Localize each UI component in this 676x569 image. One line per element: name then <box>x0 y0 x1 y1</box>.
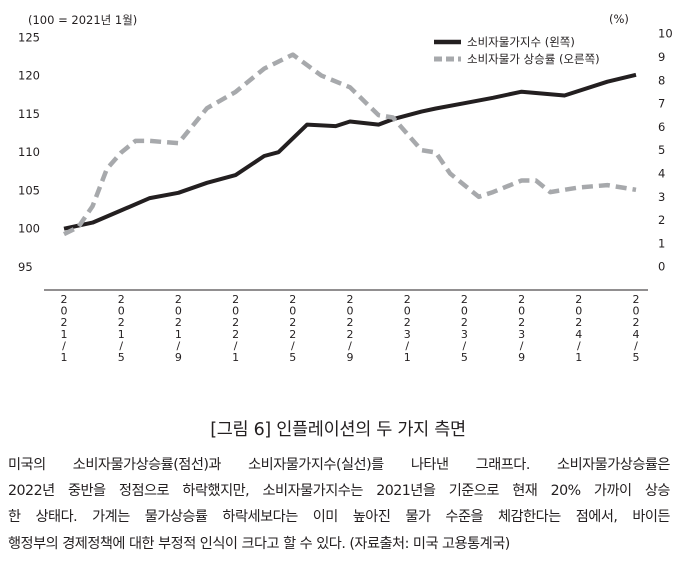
x-axis-tick-label: 2 0 2 3/1 <box>404 293 411 364</box>
right-axis-tick-label: 9 <box>658 50 665 64</box>
left-axis-tick-label: 120 <box>18 69 40 83</box>
x-axis-tick-label: 2 0 2 1/1 <box>61 293 68 364</box>
legend: 소비자물가지수 (왼쪽) 소비자물가 상승률 (오른쪽) <box>434 35 600 66</box>
right-axis-tick-label: 8 <box>658 73 665 87</box>
left-axis-tick-label: 110 <box>18 145 40 159</box>
cpi-index-line <box>63 72 637 231</box>
legend-label: 소비자물가지수 (왼쪽) <box>467 35 575 49</box>
right-axis-tick-label: 3 <box>658 190 665 204</box>
x-axis-tick-label: 2 0 2 2/9 <box>347 293 354 364</box>
x-axis-tick-label: 2 0 2 3/5 <box>461 293 468 364</box>
right-axis-tick-label: 5 <box>658 143 665 157</box>
right-axis-tick-label: 10 <box>658 27 673 41</box>
left-axis-tick-label: 95 <box>18 260 33 274</box>
x-axis-tick-label: 2 0 2 4/5 <box>633 293 640 364</box>
right-axis-tick-label: 6 <box>658 120 665 134</box>
left-axis-tick-label: 125 <box>18 30 40 44</box>
left-axis-tick-label: 100 <box>18 222 40 236</box>
right-axis-unit-label: (%) <box>609 12 629 26</box>
x-axis-tick-label: 2 0 2 1/5 <box>118 293 125 364</box>
x-axis-tick-label: 2 0 2 2/1 <box>232 293 239 364</box>
figure-description: 미국의 소비자물가상승률(점선)과 소비자물가지수(실선)를 나타낸 그래프다.… <box>8 452 671 557</box>
description-line: 행정부의 경제정책에 대한 부정적 인식이 크다고 할 수 있다. (자료출처:… <box>8 535 510 552</box>
left-axis-tick-label: 115 <box>18 107 40 121</box>
figure-caption: [그림 6] 인플레이션의 두 가지 측면 <box>210 420 466 440</box>
x-axis-tick-label: 2 0 2 1/9 <box>175 293 182 364</box>
x-axis-tick-label: 2 0 2 2/5 <box>289 293 296 364</box>
right-axis-tick-label: 1 <box>658 236 665 250</box>
description-line: 한 상태다. 가계는 물가상승률 하락세보다는 이미 높아진 물가 수준을 체감… <box>8 509 671 526</box>
legend-label: 소비자물가 상승률 (오른쪽) <box>467 52 600 66</box>
right-axis-tick-label: 4 <box>658 166 665 180</box>
right-axis-tick-label: 2 <box>658 213 665 227</box>
inflation-rate-line <box>63 52 637 237</box>
axes: 95 100 105 110 115 120 125 0 1 2 3 4 5 6 7 8 9 10 2 0 2 1/1 2 0… <box>18 27 673 364</box>
x-axis-tick-label: 2 0 2 4/1 <box>575 293 582 364</box>
description-line: 2022년 중반을 정점으로 하락했지만, 소비자물가지수는 2021년을 기준… <box>8 483 671 500</box>
line-chart: 95 100 105 110 115 120 125 0 1 2 3 4 5 6 7 8 9 10 2 0 2 1/1 2 0… <box>18 27 673 364</box>
series-layer <box>63 52 637 237</box>
right-axis-tick-label: 0 <box>658 260 665 274</box>
right-axis-tick-label: 7 <box>658 97 665 111</box>
description-line: 미국의 소비자물가상승률(점선)과 소비자물가지수(실선)를 나타낸 그래프다.… <box>8 457 671 473</box>
left-axis-tick-label: 105 <box>18 183 40 197</box>
left-axis-unit-label: (100 = 2021년 1월) <box>28 13 138 27</box>
x-axis-tick-label: 2 0 2 3/9 <box>518 293 525 364</box>
